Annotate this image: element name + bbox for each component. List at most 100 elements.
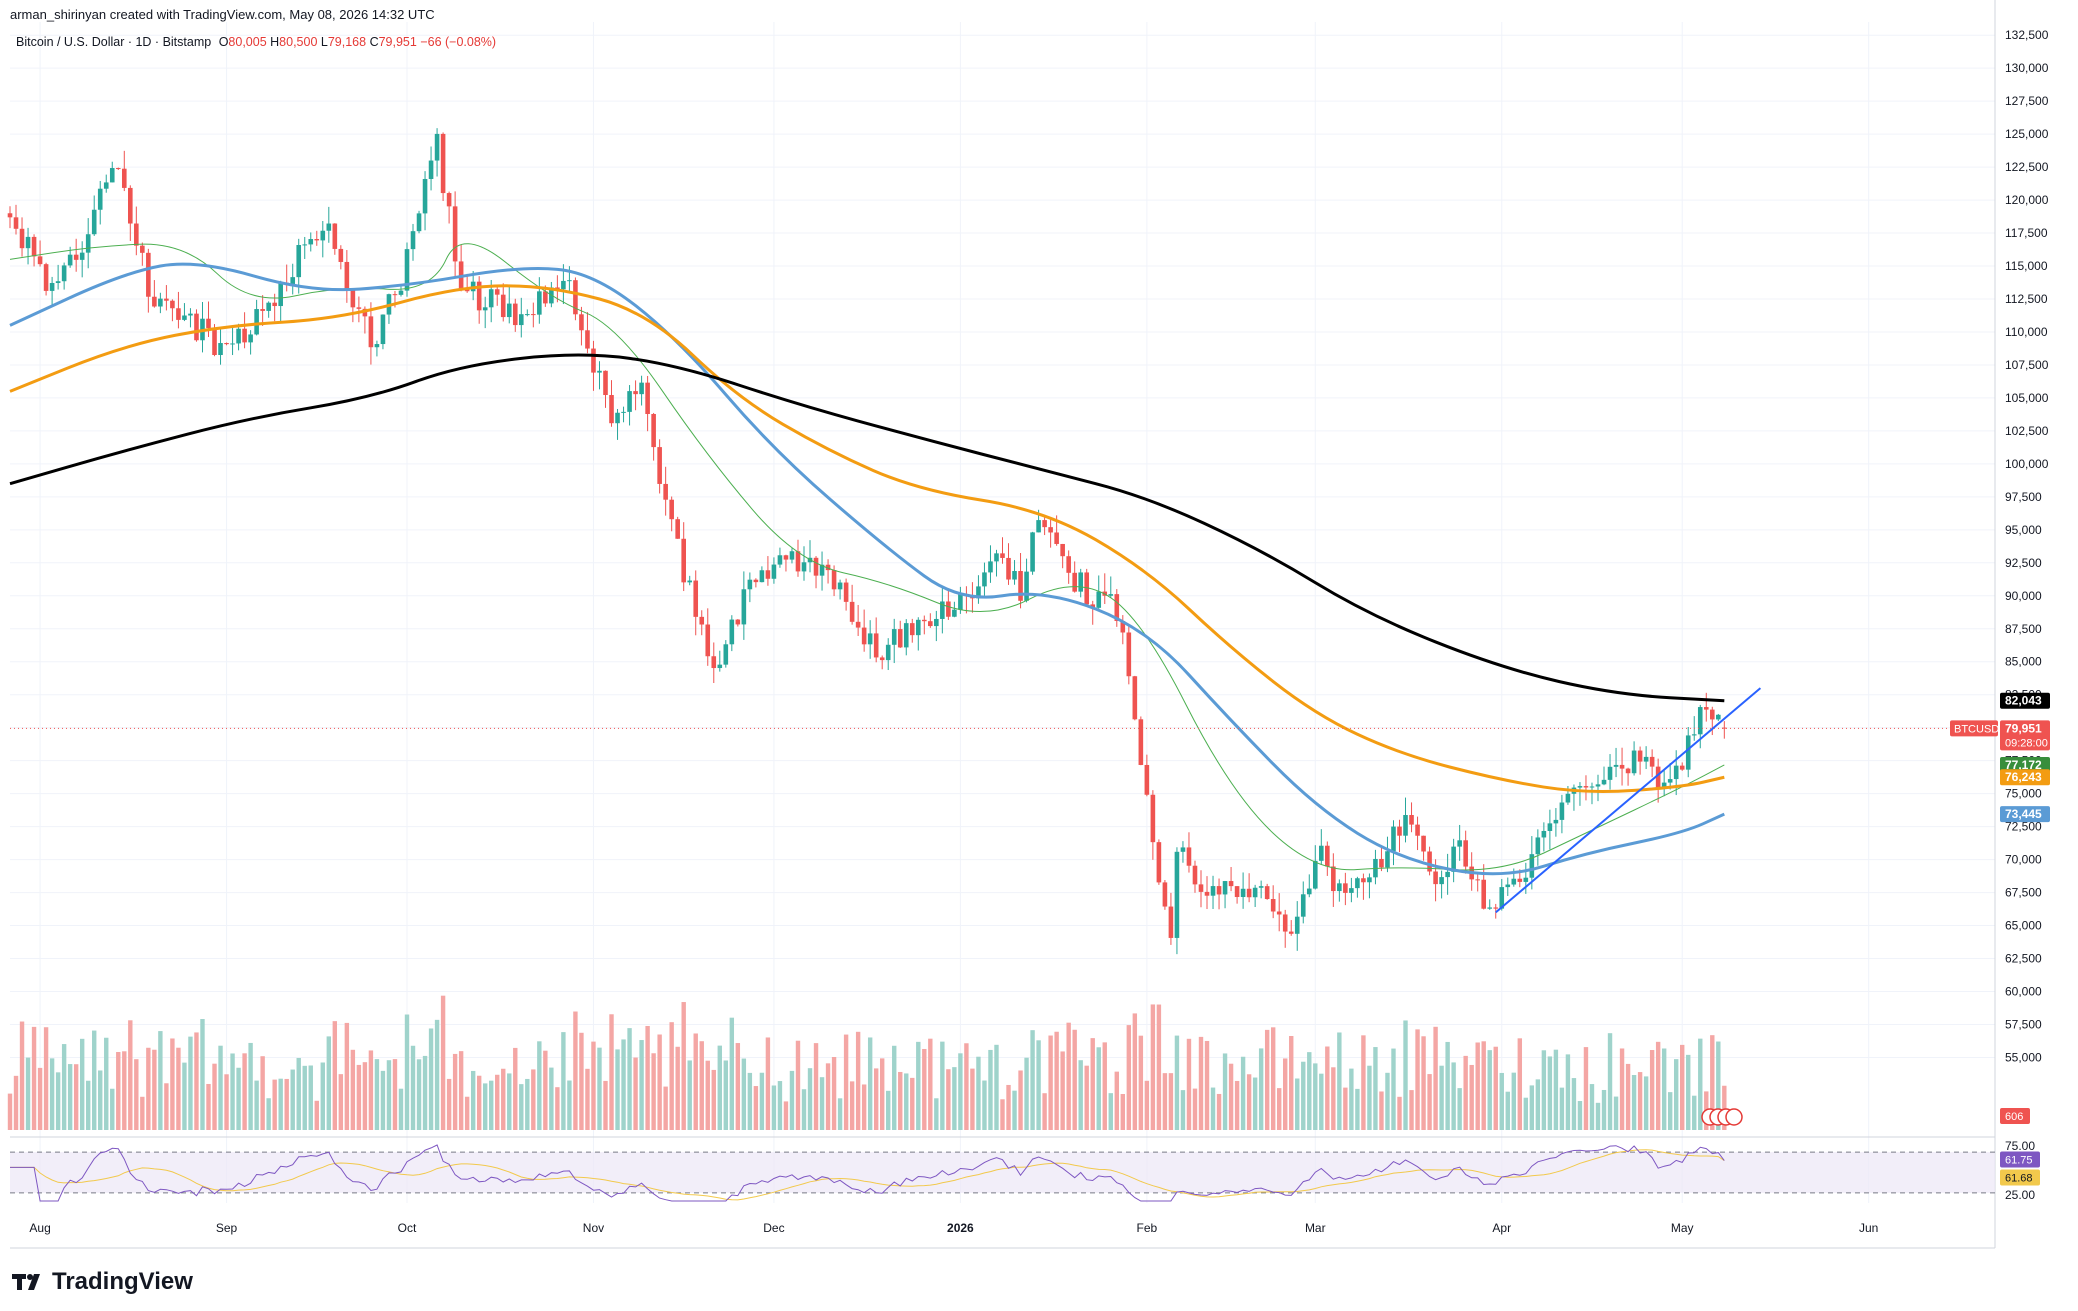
candle-body xyxy=(446,193,452,207)
volume-bar xyxy=(976,1056,981,1130)
volume-bar xyxy=(1445,1041,1450,1130)
rsi-upper-label: 75.00 xyxy=(2005,1139,2035,1153)
volume-bar xyxy=(1673,1059,1679,1130)
volume-bar xyxy=(675,1046,680,1130)
candle-body xyxy=(831,570,837,590)
event-flag-icon xyxy=(1725,1108,1743,1126)
candle-body xyxy=(1421,835,1426,852)
volume-bar xyxy=(206,1083,211,1130)
candle-body xyxy=(1054,532,1059,544)
low-value: 79,168 xyxy=(327,35,367,49)
candle-body xyxy=(849,601,855,622)
candle-body xyxy=(940,601,945,619)
volume-bar xyxy=(422,1055,428,1130)
candle-body xyxy=(1397,826,1402,836)
volume-bar xyxy=(567,1080,572,1130)
candle-body xyxy=(206,318,211,328)
volume-bar xyxy=(717,1045,722,1130)
candle-body xyxy=(152,296,157,307)
y-tick-label: 122,500 xyxy=(2005,160,2049,174)
volume-bar xyxy=(1066,1022,1071,1130)
candle-body xyxy=(669,499,674,520)
candle-body xyxy=(946,601,951,617)
x-tick-label: 2026 xyxy=(947,1221,974,1235)
candle-body xyxy=(915,619,921,636)
y-tick-label: 105,000 xyxy=(2005,391,2049,405)
candle-body xyxy=(1463,840,1468,867)
candle-body xyxy=(314,239,320,241)
candle-body xyxy=(1499,887,1505,909)
volume-bar xyxy=(368,1050,374,1130)
candle-body xyxy=(1361,878,1366,883)
candle-body xyxy=(741,589,747,625)
volume-bar xyxy=(1102,1042,1107,1130)
volume-bar xyxy=(825,1063,831,1130)
candle-body xyxy=(1090,604,1096,608)
volume-bar xyxy=(1331,1067,1336,1130)
candle-body xyxy=(236,328,241,344)
candle-body xyxy=(555,287,560,290)
volume-bar xyxy=(663,1086,668,1130)
volume-bar xyxy=(1258,1048,1264,1130)
volume-bar xyxy=(1469,1064,1474,1130)
volume-bar xyxy=(1571,1078,1577,1130)
candle-body xyxy=(1415,824,1420,836)
y-tick-label: 62,500 xyxy=(2005,952,2042,966)
volume-bar xyxy=(1686,1054,1691,1130)
candle-body xyxy=(1096,591,1102,608)
open-value: 80,005 xyxy=(228,35,267,49)
candle-body xyxy=(1487,907,1493,909)
price-label-text: 79,951 xyxy=(2005,721,2042,735)
volume-bar xyxy=(615,1049,620,1130)
volume-bar xyxy=(982,1080,987,1130)
volume-bar xyxy=(783,1101,789,1130)
volume-bar xyxy=(1264,1029,1270,1130)
candle-body xyxy=(891,629,897,645)
volume-bar xyxy=(482,1083,488,1130)
volume-bar xyxy=(531,1069,536,1130)
volume-bar xyxy=(507,1073,512,1130)
candle-body xyxy=(67,254,73,266)
candle-body xyxy=(1433,871,1438,885)
candle-body xyxy=(1691,734,1697,736)
volume-bar xyxy=(1072,1029,1077,1130)
volume-bar xyxy=(1698,1038,1703,1130)
tradingview-mark-icon xyxy=(12,1274,40,1290)
y-tick-label: 127,500 xyxy=(2005,94,2049,108)
volume-bar xyxy=(1373,1047,1378,1130)
candle-body xyxy=(1409,815,1414,825)
volume-bar xyxy=(1060,1051,1065,1130)
volume-bar xyxy=(1295,1078,1300,1130)
volume-bar xyxy=(1114,1071,1119,1130)
volume-bar xyxy=(946,1069,951,1130)
candle-body xyxy=(567,280,572,282)
candle-body xyxy=(609,395,614,424)
candle-body xyxy=(31,236,37,257)
candle-body xyxy=(693,580,699,617)
volume-bar xyxy=(380,1070,386,1130)
rsi-value-text: 61.75 xyxy=(2005,1155,2033,1167)
volume-bar xyxy=(1343,1087,1348,1130)
volume-bar xyxy=(350,1049,356,1130)
volume-bar xyxy=(356,1064,362,1130)
candle-body xyxy=(1529,854,1535,878)
candle-body xyxy=(1655,766,1661,788)
volume-bar xyxy=(892,1045,897,1130)
volume-bar xyxy=(49,1058,55,1130)
rsi-band xyxy=(10,1152,1995,1193)
candle-body xyxy=(1018,571,1023,601)
candle-body xyxy=(194,313,199,341)
candle-body xyxy=(170,300,175,309)
volume-bar xyxy=(296,1057,301,1130)
volume-bar xyxy=(1613,1096,1619,1130)
candle-body xyxy=(813,557,819,576)
candle-body xyxy=(633,391,638,395)
candle-body xyxy=(476,281,482,311)
volume-bar xyxy=(1162,1073,1168,1130)
candle-body xyxy=(1246,888,1252,898)
volume-bar xyxy=(1132,1013,1138,1130)
tradingview-logo[interactable]: TradingView xyxy=(12,1268,193,1296)
candle-body xyxy=(1505,884,1511,888)
y-tick-label: 55,000 xyxy=(2005,1050,2042,1064)
